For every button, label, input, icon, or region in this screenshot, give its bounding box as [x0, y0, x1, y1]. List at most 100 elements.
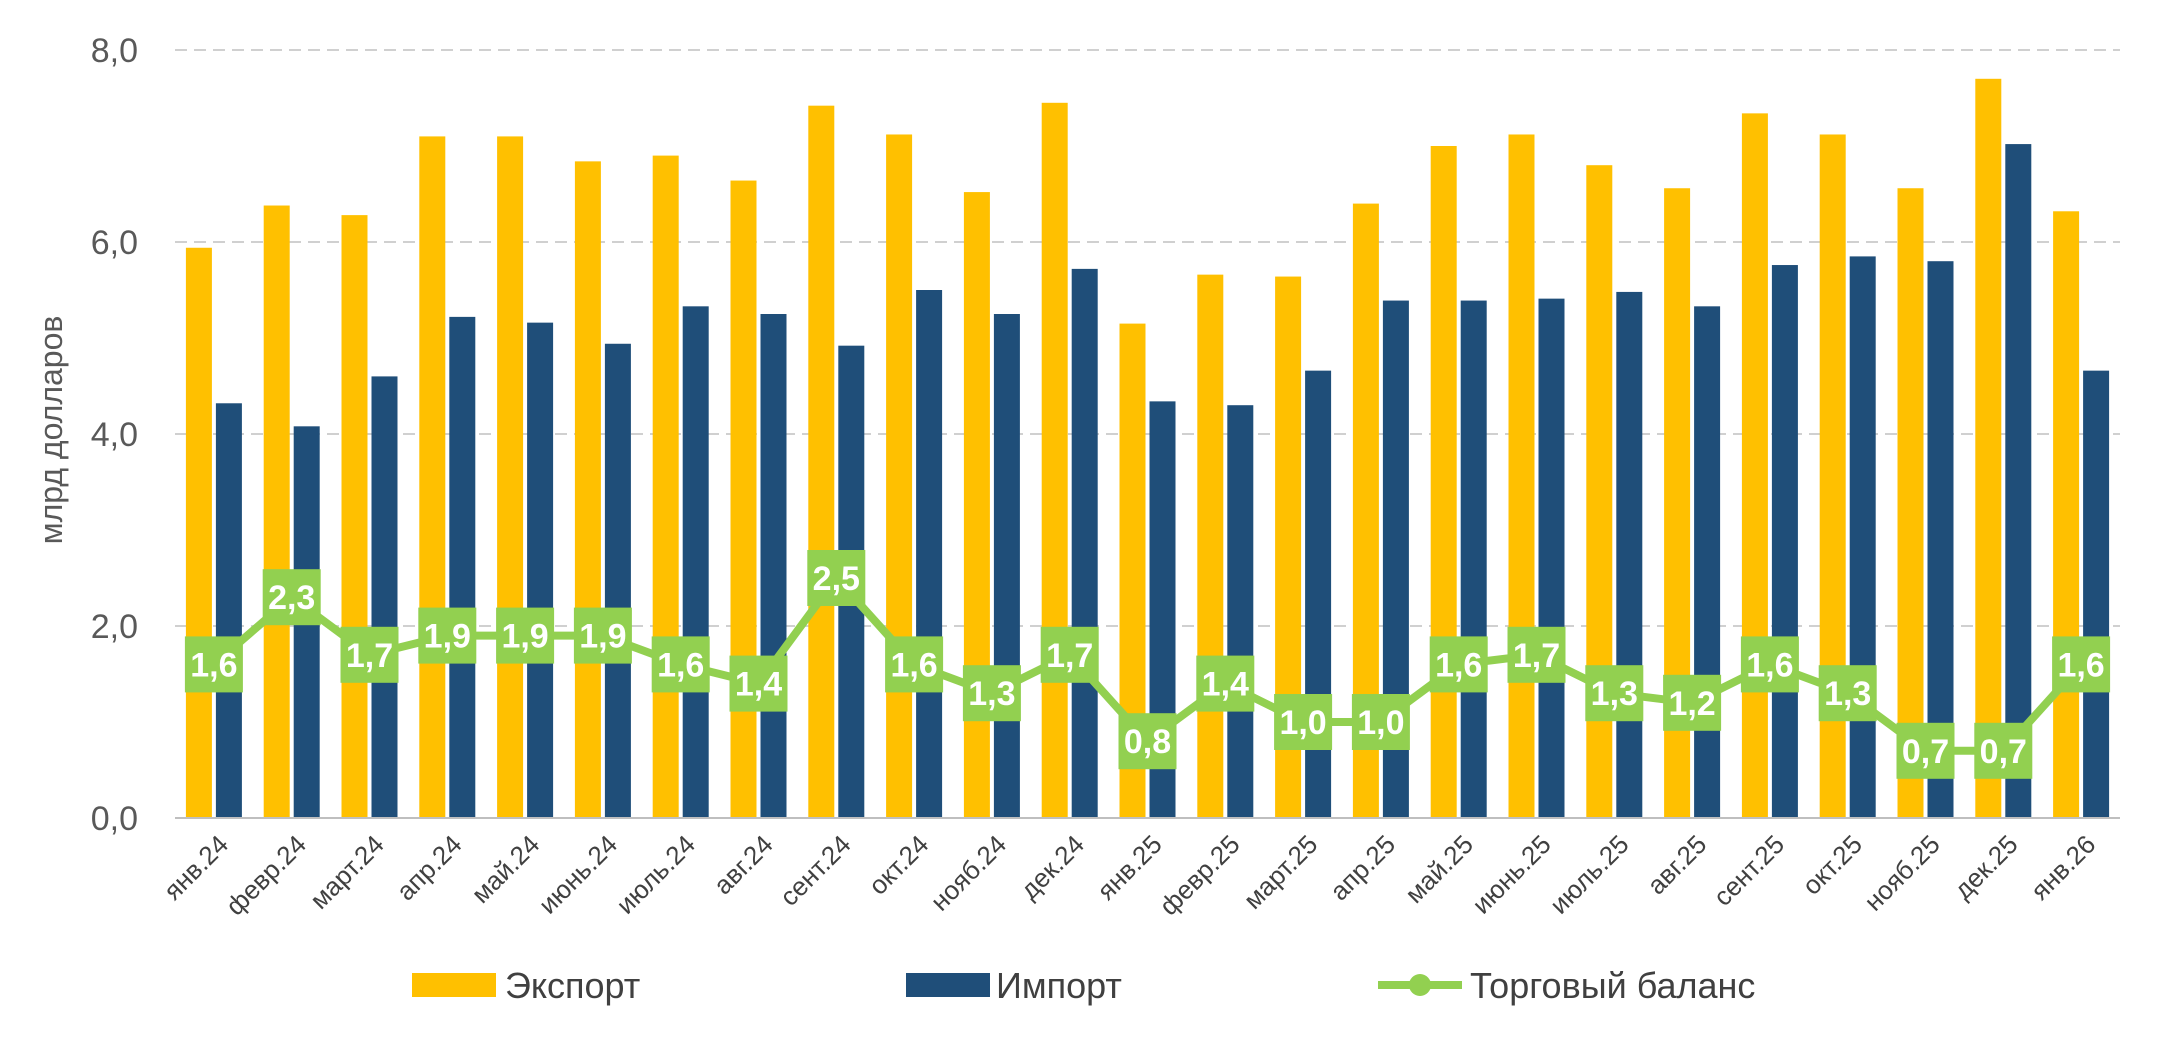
balance-label-box: [1818, 665, 1877, 722]
balance-label-box: [1740, 636, 1799, 693]
import-bar: [2005, 144, 2032, 818]
balance-label-box: [1974, 722, 2033, 779]
import-bar: [1849, 256, 1876, 818]
import-bar: [215, 403, 242, 818]
legend-label-export: Экспорт: [505, 965, 640, 1006]
balance-label-box: [1429, 636, 1488, 693]
balance-label-box: [1351, 694, 1410, 750]
x-tick-label: авг.24: [708, 829, 779, 900]
legend-swatch-import: [906, 973, 990, 997]
export-bar: [2053, 211, 2080, 818]
export-bar: [1897, 188, 1924, 819]
x-tick-label: март.24: [304, 829, 390, 915]
legend-label-balance: Торговый баланс: [1470, 965, 1755, 1006]
legend: Экспорт Импорт Торговый баланс: [412, 965, 1755, 1006]
balance-data-label: 1,2: [1668, 685, 1715, 723]
balance-label-box: [1196, 655, 1255, 712]
x-tick-label: нояб.24: [925, 829, 1013, 917]
balance-label-box: [1663, 674, 1722, 731]
import-bar: [916, 290, 943, 818]
balance-data-label: 1,9: [424, 618, 471, 656]
balance-data-label: 1,9: [579, 618, 626, 656]
x-tick-label: сент.24: [774, 829, 857, 912]
x-tick-label: янв.24: [157, 829, 234, 906]
balance-label-box: [962, 665, 1021, 722]
x-tick-label: янв.25: [1091, 829, 1168, 906]
balance-data-label: 1,0: [1279, 704, 1326, 742]
import-bar: [527, 322, 554, 818]
balance-label-box: [1896, 722, 1955, 779]
balance-label-box: [496, 607, 555, 664]
y-tick-label: 6,0: [91, 224, 138, 262]
export-bar: [1041, 102, 1068, 819]
import-bar: [604, 343, 631, 818]
balance-data-label: 1,4: [735, 666, 782, 704]
balance-data-label: 1,3: [1591, 675, 1638, 713]
x-tick-label: окт.24: [863, 829, 935, 901]
balance-data-label: 2,5: [813, 560, 860, 598]
x-tick-label: июль.24: [610, 829, 701, 920]
balance-data-label: 1,7: [1046, 637, 1093, 675]
import-bar: [449, 316, 476, 818]
x-tick-label: февр.25: [1153, 829, 1245, 921]
export-bar: [730, 180, 757, 818]
export-bar: [1741, 113, 1768, 819]
balance-label-box: [573, 607, 632, 664]
y-tick-label: 2,0: [91, 608, 138, 646]
import-bar: [1227, 405, 1254, 818]
balance-data-label: 1,6: [1746, 646, 1793, 684]
import-bar: [2083, 370, 2110, 818]
export-bar: [1508, 134, 1535, 819]
export-bar: [419, 136, 446, 818]
balance-data-label: 1,4: [1202, 666, 1249, 704]
balance-label-box: [1040, 626, 1099, 683]
balance-data-label: 1,6: [2057, 646, 2104, 684]
import-bar: [1460, 300, 1487, 818]
balance-data-label: 2,3: [268, 579, 315, 617]
x-tick-label: июнь.25: [1466, 829, 1557, 920]
x-tick-label: янв.26: [2025, 829, 2102, 906]
bars: [185, 78, 2110, 819]
balance-label-box: [885, 636, 944, 693]
balance-label-box: [1118, 713, 1177, 770]
balance-data-label: 1,6: [1435, 646, 1482, 684]
balance-data-label: 1,6: [890, 646, 937, 684]
balance-data-label: 1,6: [190, 646, 237, 684]
balance-label-box: [651, 636, 710, 693]
balance-label-box: [262, 569, 321, 626]
x-tick-label: авг.25: [1641, 829, 1712, 900]
balance-data-label: 1,7: [346, 637, 393, 675]
balance-data-label: 1,6: [657, 646, 704, 684]
balance-data-label: 1,3: [1824, 675, 1871, 713]
y-tick-label: 0,0: [91, 800, 138, 838]
balance-data-label: 1,0: [1357, 704, 1404, 742]
export-bar: [263, 205, 290, 818]
balance-data-label: 1,9: [501, 618, 548, 656]
export-bar: [497, 136, 524, 818]
balance-label-box: [1274, 694, 1333, 750]
import-bar: [371, 376, 398, 818]
export-bar: [1430, 146, 1457, 818]
export-bar: [1975, 78, 2002, 819]
import-bar: [1616, 291, 1643, 818]
balance-line: 1,6 2,3 1,7 1,9 1,9 1,9 1,6 1,4 2,5 1,6 1,3 1,7 0,8 1…: [184, 550, 2111, 779]
y-axis-label: млрд долларов: [33, 316, 69, 545]
export-bar: [185, 247, 212, 818]
import-bar: [993, 314, 1020, 818]
x-tick-label: июнь.24: [533, 829, 624, 920]
x-tick-label: июль.25: [1544, 829, 1635, 920]
y-axis-ticks: 0,0 2,0 4,0 6,0 8,0: [91, 32, 138, 838]
import-bar: [1694, 306, 1721, 818]
import-bar: [1771, 265, 1798, 818]
balance-data-label: 0,8: [1124, 723, 1171, 761]
y-tick-label: 4,0: [91, 416, 138, 454]
x-tick-label: окт.25: [1796, 829, 1868, 901]
export-bar: [341, 215, 368, 818]
balance-data-label: 0,7: [1902, 733, 1949, 771]
legend-marker-balance: [1409, 974, 1431, 996]
balance-data-label: 1,3: [968, 675, 1015, 713]
import-bar: [1071, 268, 1098, 818]
balance-label-box: [807, 550, 866, 606]
export-bar: [652, 155, 679, 819]
